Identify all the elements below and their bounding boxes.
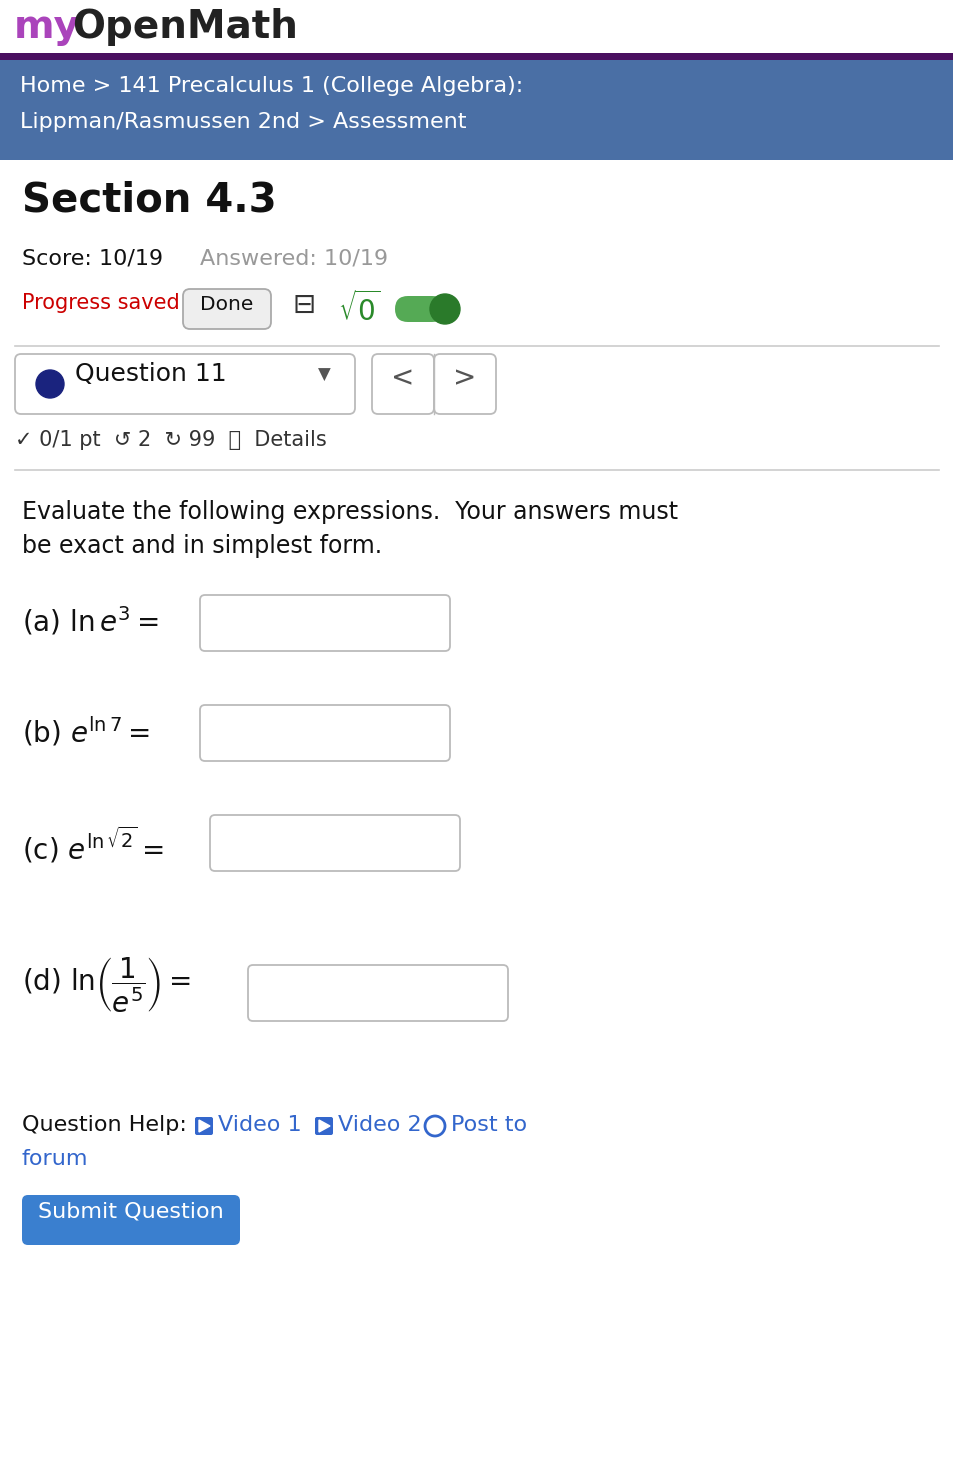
- Text: Submit Question: Submit Question: [38, 1202, 224, 1222]
- Text: my: my: [14, 7, 80, 46]
- Text: ✓ 0/1 pt  ↺ 2  ↻ 99  ⓘ  Details: ✓ 0/1 pt ↺ 2 ↻ 99 ⓘ Details: [15, 430, 327, 450]
- Text: Video 2: Video 2: [337, 1115, 421, 1136]
- FancyBboxPatch shape: [372, 355, 434, 413]
- FancyBboxPatch shape: [395, 296, 444, 322]
- Text: Question Help:: Question Help:: [22, 1115, 187, 1136]
- Text: (b) $e^{\ln 7} =$: (b) $e^{\ln 7} =$: [22, 715, 151, 749]
- FancyBboxPatch shape: [200, 594, 450, 652]
- Circle shape: [430, 294, 459, 324]
- Bar: [0, 60, 953, 160]
- Text: forum: forum: [22, 1149, 89, 1169]
- Text: Done: Done: [200, 296, 253, 313]
- Text: Progress saved: Progress saved: [22, 293, 179, 313]
- Text: $\sqrt{0}$: $\sqrt{0}$: [337, 291, 380, 327]
- Text: Post to: Post to: [451, 1115, 527, 1136]
- Text: be exact and in simplest form.: be exact and in simplest form.: [22, 534, 382, 558]
- Text: <: <: [391, 363, 415, 391]
- Text: (a) $\ln e^{3} =$: (a) $\ln e^{3} =$: [22, 605, 158, 638]
- Text: Video 1: Video 1: [218, 1115, 301, 1136]
- Text: Section 4.3: Section 4.3: [22, 179, 276, 221]
- FancyBboxPatch shape: [434, 355, 496, 413]
- FancyBboxPatch shape: [15, 355, 355, 413]
- FancyBboxPatch shape: [200, 705, 450, 761]
- Text: (c) $e^{\ln \sqrt{2}} =$: (c) $e^{\ln \sqrt{2}} =$: [22, 825, 164, 865]
- Circle shape: [36, 371, 64, 399]
- FancyBboxPatch shape: [183, 288, 271, 330]
- Bar: [0, 0, 953, 54]
- Text: ▼: ▼: [317, 366, 331, 384]
- FancyBboxPatch shape: [22, 1194, 240, 1244]
- Text: Lippman/Rasmussen 2nd > Assessment: Lippman/Rasmussen 2nd > Assessment: [20, 112, 466, 132]
- Polygon shape: [318, 1119, 330, 1133]
- Text: Evaluate the following expressions.  Your answers must: Evaluate the following expressions. Your…: [22, 500, 678, 524]
- Polygon shape: [199, 1119, 210, 1133]
- FancyBboxPatch shape: [194, 1116, 213, 1136]
- FancyBboxPatch shape: [210, 815, 459, 871]
- FancyBboxPatch shape: [248, 965, 507, 1021]
- Text: Question 11: Question 11: [75, 362, 227, 385]
- Text: ⊟: ⊟: [293, 291, 315, 319]
- Text: Answered: 10/19: Answered: 10/19: [200, 249, 388, 268]
- Text: (d) $\ln\!\left(\dfrac{1}{e^5}\right) =$: (d) $\ln\!\left(\dfrac{1}{e^5}\right) =$: [22, 955, 191, 1015]
- Bar: [0, 53, 953, 60]
- FancyBboxPatch shape: [314, 1116, 333, 1136]
- Text: Home > 141 Precalculus 1 (College Algebra):: Home > 141 Precalculus 1 (College Algebr…: [20, 76, 522, 96]
- Text: Score: 10/19: Score: 10/19: [22, 249, 163, 268]
- Text: >: >: [453, 363, 476, 391]
- Text: OpenMath: OpenMath: [71, 7, 297, 46]
